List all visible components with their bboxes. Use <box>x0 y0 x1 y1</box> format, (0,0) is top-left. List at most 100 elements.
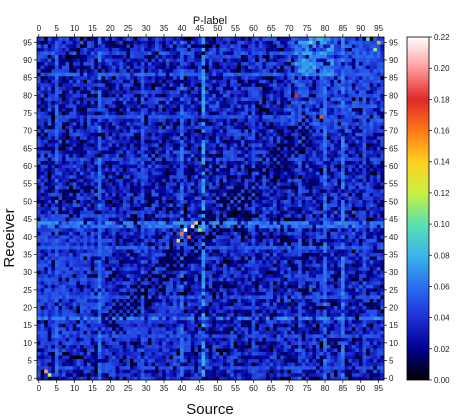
heatmap-cell <box>248 213 252 218</box>
heatmap-cell <box>151 298 156 303</box>
heatmap-cell <box>344 263 349 268</box>
heatmap-cell <box>251 365 256 370</box>
heatmap-cell <box>69 206 74 211</box>
heatmap-cell <box>97 358 102 363</box>
heatmap-cell <box>112 252 116 257</box>
heatmap-cell <box>172 280 177 285</box>
heatmap-cell <box>273 330 277 335</box>
heatmap-cell <box>101 242 106 246</box>
heatmap-cell <box>62 252 66 257</box>
heatmap-cell <box>205 220 210 225</box>
heatmap-cell <box>165 369 170 374</box>
heatmap-cell <box>255 291 260 296</box>
heatmap-cell <box>158 288 163 292</box>
heatmap-cell <box>298 252 303 257</box>
heatmap-cell <box>51 249 56 253</box>
heatmap-cell <box>226 302 231 307</box>
heatmap-cell <box>94 376 99 381</box>
heatmap-cell <box>176 203 181 208</box>
heatmap-cell <box>130 355 134 360</box>
heatmap-cell <box>155 376 159 381</box>
heatmap-cell <box>244 284 249 289</box>
heatmap-cell <box>190 206 195 211</box>
heatmap-cell <box>265 358 270 363</box>
heatmap-cell <box>79 362 84 367</box>
heatmap-cell <box>373 365 378 370</box>
heatmap-cell <box>72 284 77 289</box>
heatmap-cell <box>37 309 41 314</box>
heatmap-cell <box>333 259 338 264</box>
heatmap-cell <box>283 312 288 317</box>
heatmap-cell <box>294 203 299 208</box>
heatmap-cell <box>341 326 345 331</box>
heatmap-cell <box>237 217 242 222</box>
heatmap-cell <box>137 273 142 278</box>
heatmap-cell <box>62 351 66 356</box>
heatmap-cell <box>65 217 70 222</box>
heatmap-cell <box>180 245 184 250</box>
heatmap-cell <box>108 330 113 335</box>
heatmap-cell <box>90 231 95 236</box>
heatmap-cell <box>269 316 274 321</box>
heatmap-cell <box>205 235 210 239</box>
heatmap-cell <box>183 298 188 303</box>
heatmap-cell <box>180 263 184 268</box>
heatmap-cell <box>44 266 49 271</box>
heatmap-cell <box>137 319 142 324</box>
heatmap-cell <box>108 316 113 321</box>
heatmap-cell <box>83 298 88 303</box>
heatmap-cell <box>40 309 45 314</box>
heatmap-cell <box>187 305 192 310</box>
heatmap-cell <box>205 334 210 338</box>
heatmap-cell <box>133 256 138 261</box>
heatmap-cell <box>144 277 149 282</box>
heatmap-cell <box>230 376 235 381</box>
heatmap-cell <box>237 319 242 324</box>
heatmap-cell <box>83 210 88 215</box>
heatmap-cell <box>158 213 163 218</box>
heatmap-cell <box>208 372 213 377</box>
heatmap-cell <box>54 199 59 204</box>
heatmap-cell <box>94 263 99 268</box>
heatmap-cell <box>165 348 170 353</box>
heatmap-cell <box>258 235 263 239</box>
heatmap-cell <box>76 273 81 278</box>
heatmap-cell <box>212 295 217 299</box>
heatmap-cell <box>104 238 109 243</box>
heatmap-cell <box>165 270 170 275</box>
heatmap-cell <box>180 235 184 239</box>
heatmap-cell <box>276 302 281 307</box>
heatmap-cell <box>79 263 84 268</box>
heatmap-cell <box>265 362 270 367</box>
heatmap-cell <box>130 270 134 275</box>
heatmap-cell <box>101 273 106 278</box>
heatmap-cell <box>83 224 88 229</box>
heatmap-cell <box>169 256 174 261</box>
heatmap-cell <box>122 323 127 328</box>
heatmap-cell <box>283 334 288 338</box>
heatmap-cell <box>283 298 288 303</box>
heatmap-cell <box>215 334 220 338</box>
heatmap-cell <box>83 291 88 296</box>
heatmap-cell <box>137 348 142 353</box>
heatmap-cell <box>94 199 99 204</box>
heatmap-cell <box>290 376 295 381</box>
heatmap-cell <box>90 252 95 257</box>
heatmap-cell <box>158 238 163 243</box>
heatmap-cell <box>344 326 349 331</box>
heatmap-cell <box>240 362 245 367</box>
heatmap-cell <box>351 238 356 243</box>
heatmap-cell <box>233 355 238 360</box>
heatmap-cell <box>269 341 274 345</box>
heatmap-cell <box>58 252 63 257</box>
heatmap-cell <box>130 280 134 285</box>
heatmap-cell <box>101 245 106 250</box>
heatmap-cell <box>58 312 63 317</box>
heatmap-cell <box>155 213 159 218</box>
heatmap-cell <box>79 206 84 211</box>
heatmap-cell <box>298 220 303 225</box>
heatmap-cell <box>323 369 328 374</box>
heatmap-cell <box>133 348 138 353</box>
heatmap-cell <box>294 273 299 278</box>
heatmap-cell <box>158 358 163 363</box>
